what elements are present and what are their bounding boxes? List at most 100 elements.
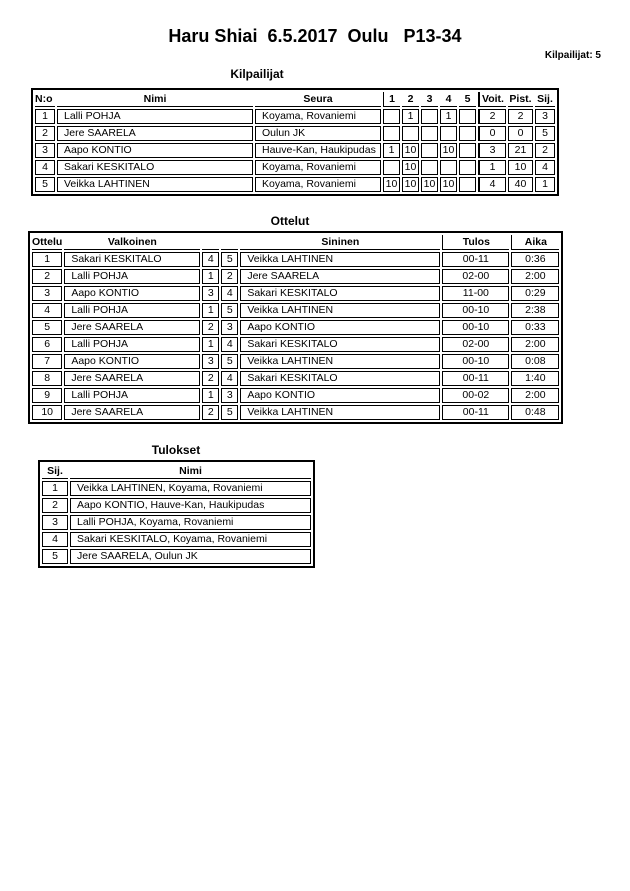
round-score-2: 10	[402, 177, 419, 192]
match-result: 00-10	[442, 320, 510, 335]
match-number: 2	[32, 269, 63, 284]
round-score-1: 1	[383, 143, 400, 158]
competitor-club: Hauve-Kan, Haukipudas	[255, 143, 381, 158]
match-number: 1	[32, 252, 63, 267]
place-value: 4	[535, 160, 555, 175]
matches-table: Ottelu Valkoinen Sininen Tulos Aika 1 Sak…	[28, 231, 564, 424]
competitor-name: Lalli POHJA	[57, 109, 253, 124]
match-time: 0:08	[511, 354, 560, 369]
col-header-name: Nimi	[57, 92, 253, 107]
competitor-name: Aapo KONTIO	[57, 143, 253, 158]
blue-competitor-number: 5	[221, 252, 239, 267]
col-header-round-4: 4	[440, 92, 457, 107]
competitor-number: 2	[35, 126, 55, 141]
white-competitor-number: 1	[202, 303, 220, 318]
match-number: 4	[32, 303, 63, 318]
match-result: 00-11	[442, 371, 510, 386]
col-header-result-name: Nimi	[70, 464, 311, 479]
blue-competitor-number: 5	[221, 405, 239, 420]
competitor-club: Oulun JK	[255, 126, 381, 141]
white-competitor-name: Jere SAARELA	[64, 405, 201, 420]
round-score-1	[383, 109, 400, 124]
wins-value: 0	[478, 126, 506, 141]
competitor-name: Sakari KESKITALO	[57, 160, 253, 175]
match-row: 3 Aapo KONTIO 3 4 Sakari KESKITALO 11-00 0:29	[32, 286, 560, 301]
col-header-blue-no	[221, 235, 239, 250]
col-header-result: Tulos	[442, 235, 510, 250]
match-result: 00-10	[442, 354, 510, 369]
blue-competitor-number: 4	[221, 337, 239, 352]
match-row: 5 Jere SAARELA 2 3 Aapo KONTIO 00-10 0:33	[32, 320, 560, 335]
competitor-name: Jere SAARELA	[57, 126, 253, 141]
match-result: 02-00	[442, 337, 510, 352]
result-name: Veikka LAHTINEN, Koyama, Rovaniemi	[70, 481, 311, 496]
match-number: 8	[32, 371, 63, 386]
result-name: Aapo KONTIO, Hauve-Kan, Haukipudas	[70, 498, 311, 513]
results-table: Sij. Nimi 1 Veikka LAHTINEN, Koyama, Rova…	[38, 460, 315, 568]
result-place: 4	[42, 532, 68, 547]
place-value: 3	[535, 109, 555, 124]
round-score-5	[459, 143, 476, 158]
match-row: 10 Jere SAARELA 2 5 Veikka LAHTINEN 00-11 0:48	[32, 405, 560, 420]
round-score-3	[421, 126, 438, 141]
place-value: 1	[535, 177, 555, 192]
blue-competitor-name: Veikka LAHTINEN	[240, 303, 441, 318]
blue-competitor-name: Aapo KONTIO	[240, 388, 441, 403]
round-score-2	[402, 126, 419, 141]
match-time: 0:33	[511, 320, 560, 335]
col-header-round-3: 3	[421, 92, 438, 107]
place-value: 5	[535, 126, 555, 141]
white-competitor-number: 1	[202, 388, 220, 403]
white-competitor-name: Sakari KESKITALO	[64, 252, 201, 267]
wins-value: 3	[478, 143, 506, 158]
match-row: 7 Aapo KONTIO 3 5 Veikka LAHTINEN 00-10 0:08	[32, 354, 560, 369]
results-heading: Tulokset	[151, 443, 201, 457]
result-row: 3 Lalli POHJA, Koyama, Rovaniemi	[42, 515, 311, 530]
match-number: 7	[32, 354, 63, 369]
blue-competitor-number: 4	[221, 371, 239, 386]
blue-competitor-number: 5	[221, 303, 239, 318]
match-row: 2 Lalli POHJA 1 2 Jere SAARELA 02-00 2:00	[32, 269, 560, 284]
wins-value: 1	[478, 160, 506, 175]
match-row: 1 Sakari KESKITALO 4 5 Veikka LAHTINEN 00-11 0…	[32, 252, 560, 267]
white-competitor-number: 1	[202, 337, 220, 352]
round-score-4	[440, 160, 457, 175]
col-header-no: N:o	[35, 92, 55, 107]
white-competitor-number: 2	[202, 405, 220, 420]
competitor-row: 2 Jere SAARELA Oulun JK 0 0 5	[35, 126, 555, 141]
blue-competitor-name: Veikka LAHTINEN	[240, 405, 441, 420]
white-competitor-name: Lalli POHJA	[64, 269, 201, 284]
competitor-number: 1	[35, 109, 55, 124]
competitors-table-body: 1 Lalli POHJA Koyama, Rovaniemi 1 1 2 2 3 2 Jere …	[35, 109, 555, 192]
blue-competitor-name: Aapo KONTIO	[240, 320, 441, 335]
col-header-blue: Sininen	[240, 235, 441, 250]
white-competitor-name: Lalli POHJA	[64, 388, 201, 403]
round-score-2: 10	[402, 160, 419, 175]
points-value: 0	[508, 126, 533, 141]
points-value: 10	[508, 160, 533, 175]
match-time: 2:38	[511, 303, 560, 318]
match-number: 6	[32, 337, 63, 352]
col-header-round-2: 2	[402, 92, 419, 107]
match-row: 9 Lalli POHJA 1 3 Aapo KONTIO 00-02 2:00	[32, 388, 560, 403]
round-score-3	[421, 160, 438, 175]
round-score-3: 10	[421, 177, 438, 192]
blue-competitor-number: 3	[221, 320, 239, 335]
competitors-table: N:o Nimi Seura 1 2 3 4 5 Voit. Pist. Sij…	[31, 88, 559, 196]
col-header-round-1: 1	[383, 92, 400, 107]
match-result: 11-00	[442, 286, 510, 301]
competitor-row: 3 Aapo KONTIO Hauve-Kan, Haukipudas 1 10 10 3 2…	[35, 143, 555, 158]
round-score-3	[421, 109, 438, 124]
result-place: 3	[42, 515, 68, 530]
col-header-time: Aika	[511, 235, 560, 250]
match-row: 4 Lalli POHJA 1 5 Veikka LAHTINEN 00-10 2:38	[32, 303, 560, 318]
result-row: 4 Sakari KESKITALO, Koyama, Rovaniemi	[42, 532, 311, 547]
round-score-2: 1	[402, 109, 419, 124]
round-score-4: 1	[440, 109, 457, 124]
match-time: 2:00	[511, 337, 560, 352]
match-time: 2:00	[511, 388, 560, 403]
white-competitor-number: 1	[202, 269, 220, 284]
match-result: 02-00	[442, 269, 510, 284]
round-score-1	[383, 126, 400, 141]
result-place: 2	[42, 498, 68, 513]
